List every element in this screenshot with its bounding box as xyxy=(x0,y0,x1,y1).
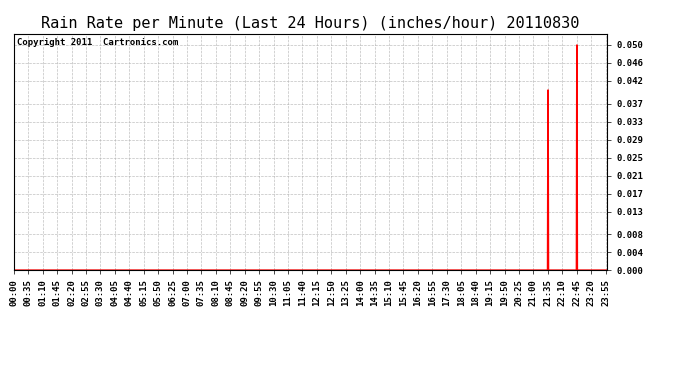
Title: Rain Rate per Minute (Last 24 Hours) (inches/hour) 20110830: Rain Rate per Minute (Last 24 Hours) (in… xyxy=(41,16,580,31)
Text: Copyright 2011  Cartronics.com: Copyright 2011 Cartronics.com xyxy=(17,39,178,48)
